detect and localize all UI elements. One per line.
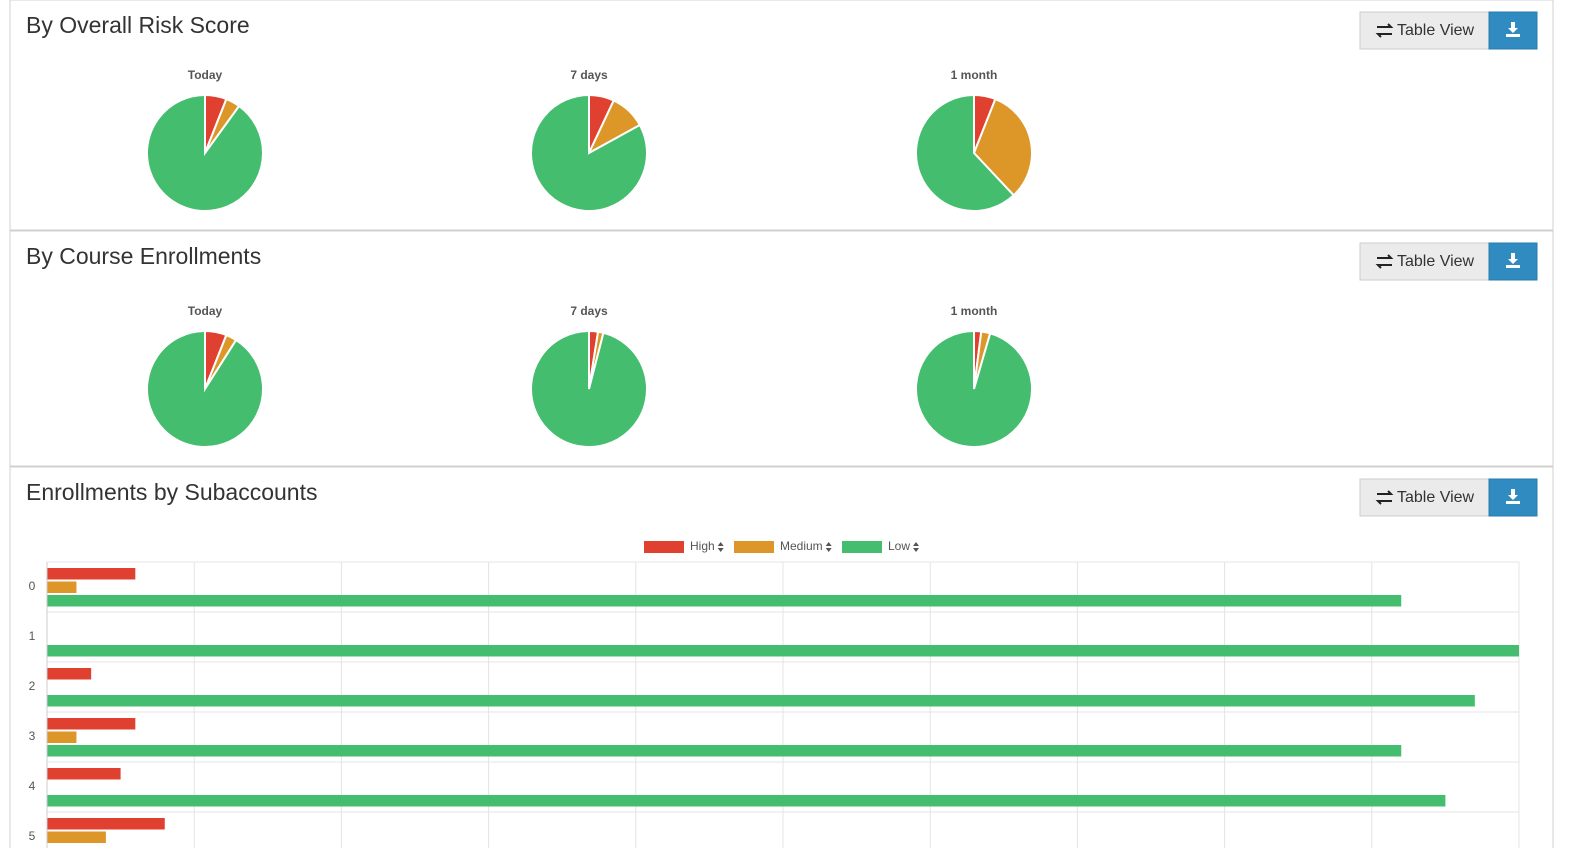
legend-item[interactable]: Low xyxy=(842,539,920,553)
pie-title: 7 days xyxy=(570,304,608,318)
pie-slice xyxy=(915,329,1033,448)
button-bg xyxy=(1359,478,1490,517)
pie-slice xyxy=(972,97,1033,197)
bar xyxy=(47,768,121,780)
panel xyxy=(9,0,1554,231)
download-icon xyxy=(1506,253,1520,268)
bar xyxy=(47,795,1446,807)
pie-title: 1 month xyxy=(951,68,998,82)
panel-title: By Overall Risk Score xyxy=(26,12,250,38)
pie-title: 1 month xyxy=(951,304,998,318)
sort-icon xyxy=(913,542,920,552)
bar xyxy=(47,745,1402,757)
bar xyxy=(47,568,136,580)
button-label: Table View xyxy=(1397,253,1475,270)
table-view-button[interactable]: Table View xyxy=(1359,11,1490,50)
y-tick-label: 1 xyxy=(29,629,36,643)
bar xyxy=(47,818,165,830)
legend-label: Low xyxy=(888,539,910,553)
panel xyxy=(9,466,1554,848)
bar xyxy=(47,581,77,593)
bar xyxy=(47,668,92,680)
panel-title: By Course Enrollments xyxy=(26,243,261,269)
pie-title: Today xyxy=(188,304,223,318)
table-view-button[interactable]: Table View xyxy=(1359,478,1490,517)
legend-swatch xyxy=(842,541,882,553)
legend-swatch xyxy=(734,541,774,553)
pie-title: 7 days xyxy=(570,68,608,82)
table-view-button[interactable]: Table View xyxy=(1359,242,1490,281)
download-icon xyxy=(1506,489,1520,504)
bar xyxy=(47,695,1475,707)
legend-swatch xyxy=(644,541,684,553)
bar xyxy=(47,731,77,743)
sort-icon xyxy=(717,542,724,552)
button-bg xyxy=(1359,11,1490,50)
y-tick-label: 4 xyxy=(29,779,36,793)
panel xyxy=(9,230,1554,467)
pie-slice xyxy=(146,329,264,448)
y-tick-label: 0 xyxy=(29,579,36,593)
sort-icon xyxy=(825,542,832,552)
button-label: Table View xyxy=(1397,22,1475,39)
y-tick-label: 5 xyxy=(29,829,36,843)
pie-slice xyxy=(530,93,648,212)
download-icon xyxy=(1506,22,1520,37)
bar xyxy=(47,831,106,843)
download-button[interactable] xyxy=(1488,11,1538,50)
swap-icon xyxy=(1375,490,1394,505)
legend-item[interactable]: Medium xyxy=(734,539,832,553)
bar xyxy=(47,645,1519,657)
bar xyxy=(47,595,1402,607)
pie-slice xyxy=(146,93,264,212)
download-button[interactable] xyxy=(1488,478,1538,517)
pie-slice xyxy=(530,329,648,448)
y-tick-label: 2 xyxy=(29,679,36,693)
legend-label: High xyxy=(690,539,715,553)
swap-icon xyxy=(1375,254,1394,269)
bar xyxy=(47,718,136,730)
pie-slice xyxy=(915,93,1016,212)
pie-title: Today xyxy=(188,68,223,82)
legend-item[interactable]: High xyxy=(644,539,724,553)
panel-title: Enrollments by Subaccounts xyxy=(26,479,318,505)
swap-icon xyxy=(1375,23,1394,38)
download-button[interactable] xyxy=(1488,242,1538,281)
legend-label: Medium xyxy=(780,539,823,553)
y-tick-label: 3 xyxy=(29,729,36,743)
button-label: Table View xyxy=(1397,489,1475,506)
